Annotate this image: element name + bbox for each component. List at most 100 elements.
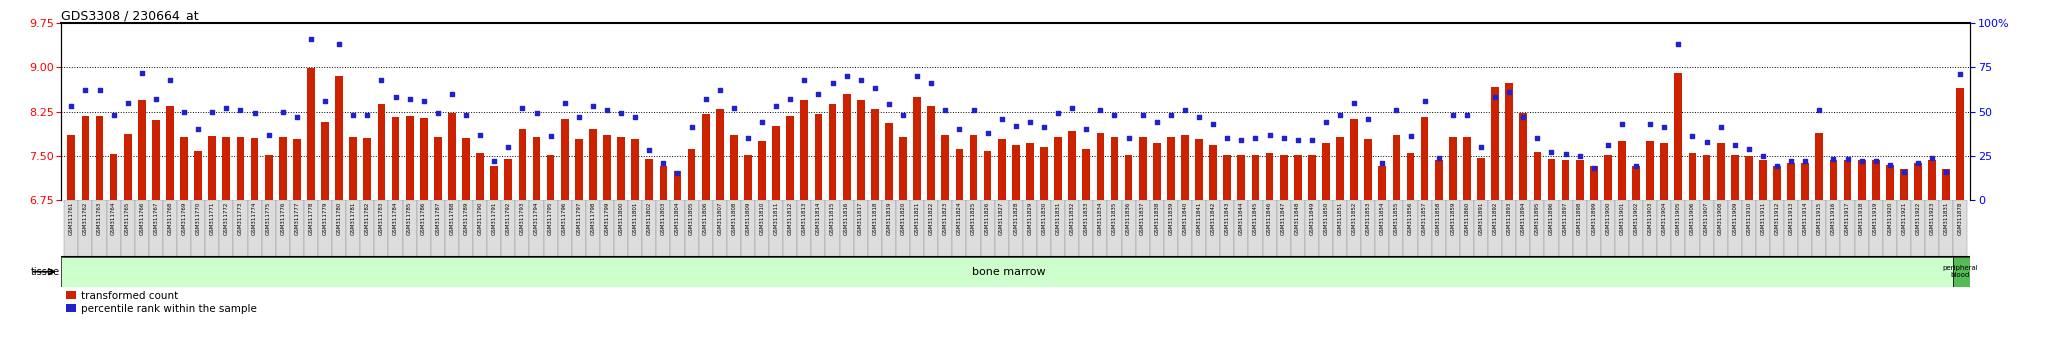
Bar (1235, 200, 1249, 257)
Point (266, 109, 299, 114)
Bar (322, 121, 330, 200)
Bar (1348, 200, 1362, 257)
Bar (1403, 200, 1417, 257)
Bar (758, 141, 766, 200)
Bar (1096, 133, 1104, 200)
Text: GSM311786: GSM311786 (422, 202, 426, 235)
Bar (1251, 155, 1260, 200)
Point (1450, 112, 1483, 118)
Bar (575, 139, 584, 200)
Bar (1462, 137, 1470, 200)
Text: GSM311897: GSM311897 (1563, 202, 1569, 235)
Text: GSM311921: GSM311921 (1901, 202, 1907, 235)
Bar (899, 137, 907, 200)
Bar (1192, 200, 1206, 257)
Bar (150, 200, 164, 257)
Point (844, 77, 877, 82)
Bar (1182, 135, 1188, 200)
Bar (547, 155, 555, 200)
Text: GSM311919: GSM311919 (1874, 202, 1878, 235)
Bar (825, 200, 840, 257)
Point (1380, 107, 1413, 113)
Bar (928, 105, 936, 200)
Bar (434, 137, 442, 200)
Bar (1376, 200, 1389, 257)
Bar (1956, 88, 1964, 200)
Bar (416, 200, 430, 257)
Bar (1319, 200, 1333, 257)
Point (1536, 149, 1569, 155)
Point (125, 70, 158, 75)
Point (1831, 156, 1864, 162)
Bar (1040, 147, 1049, 200)
Text: GSM311798: GSM311798 (590, 202, 596, 235)
Bar (811, 200, 825, 257)
Text: GSM311823: GSM311823 (942, 202, 948, 235)
Point (915, 80, 948, 86)
Point (942, 126, 975, 132)
Text: GSM311795: GSM311795 (549, 202, 553, 235)
Bar (1163, 200, 1178, 257)
Text: GSM311821: GSM311821 (915, 202, 920, 235)
Text: GSM311899: GSM311899 (1591, 202, 1595, 235)
Bar (420, 118, 428, 200)
Text: GSM311915: GSM311915 (1817, 202, 1823, 235)
Bar (1290, 200, 1305, 257)
Text: GSM311762: GSM311762 (82, 202, 88, 235)
Text: GSM311817: GSM311817 (858, 202, 864, 235)
Bar (782, 200, 797, 257)
Bar (444, 200, 459, 257)
Text: GSM311918: GSM311918 (1860, 202, 1864, 235)
Point (1788, 158, 1821, 164)
Point (1507, 114, 1540, 120)
Point (1675, 133, 1708, 139)
Text: GSM311772: GSM311772 (223, 202, 229, 235)
Bar (449, 113, 457, 200)
Text: GSM311773: GSM311773 (238, 202, 244, 235)
Text: GSM311828: GSM311828 (1014, 202, 1018, 235)
Bar (78, 200, 92, 257)
Text: GSM311917: GSM311917 (1845, 202, 1849, 235)
Text: GSM311777: GSM311777 (295, 202, 299, 235)
Text: GSM311825: GSM311825 (971, 202, 977, 235)
Point (1323, 112, 1356, 118)
Bar (1745, 156, 1753, 200)
Bar (1178, 200, 1192, 257)
Bar (909, 200, 924, 257)
Text: GSM311768: GSM311768 (168, 202, 172, 235)
Point (211, 105, 244, 111)
Bar (1618, 141, 1626, 200)
Text: GSM311842: GSM311842 (1210, 202, 1217, 235)
Bar (829, 104, 836, 200)
Bar (1868, 200, 1882, 257)
Bar (1022, 200, 1036, 257)
Text: GSM311800: GSM311800 (618, 202, 623, 235)
Bar (557, 200, 571, 257)
Bar (586, 200, 600, 257)
Bar (1206, 200, 1221, 257)
Bar (1872, 160, 1880, 200)
Bar (1587, 200, 1602, 257)
Text: GSM311796: GSM311796 (563, 202, 567, 235)
Text: GSM311788: GSM311788 (449, 202, 455, 235)
Point (451, 112, 483, 118)
Bar (403, 200, 416, 257)
Text: GSM311782: GSM311782 (365, 202, 371, 235)
Point (578, 103, 610, 109)
Text: GSM311893: GSM311893 (1507, 202, 1511, 235)
Text: GSM311806: GSM311806 (702, 202, 709, 235)
Bar (883, 200, 895, 257)
Point (1591, 142, 1624, 148)
Bar (1446, 200, 1460, 257)
Text: GSM311895: GSM311895 (1534, 202, 1540, 235)
Bar (631, 139, 639, 200)
Text: GSM311841: GSM311841 (1196, 202, 1202, 235)
Bar (1477, 158, 1485, 200)
Bar (1448, 137, 1456, 200)
Text: GSM311901: GSM311901 (1620, 202, 1624, 235)
Text: GSM311892: GSM311892 (1493, 202, 1497, 235)
Bar (291, 200, 303, 257)
Point (1253, 132, 1286, 137)
Bar (152, 120, 160, 200)
Bar (406, 116, 414, 200)
